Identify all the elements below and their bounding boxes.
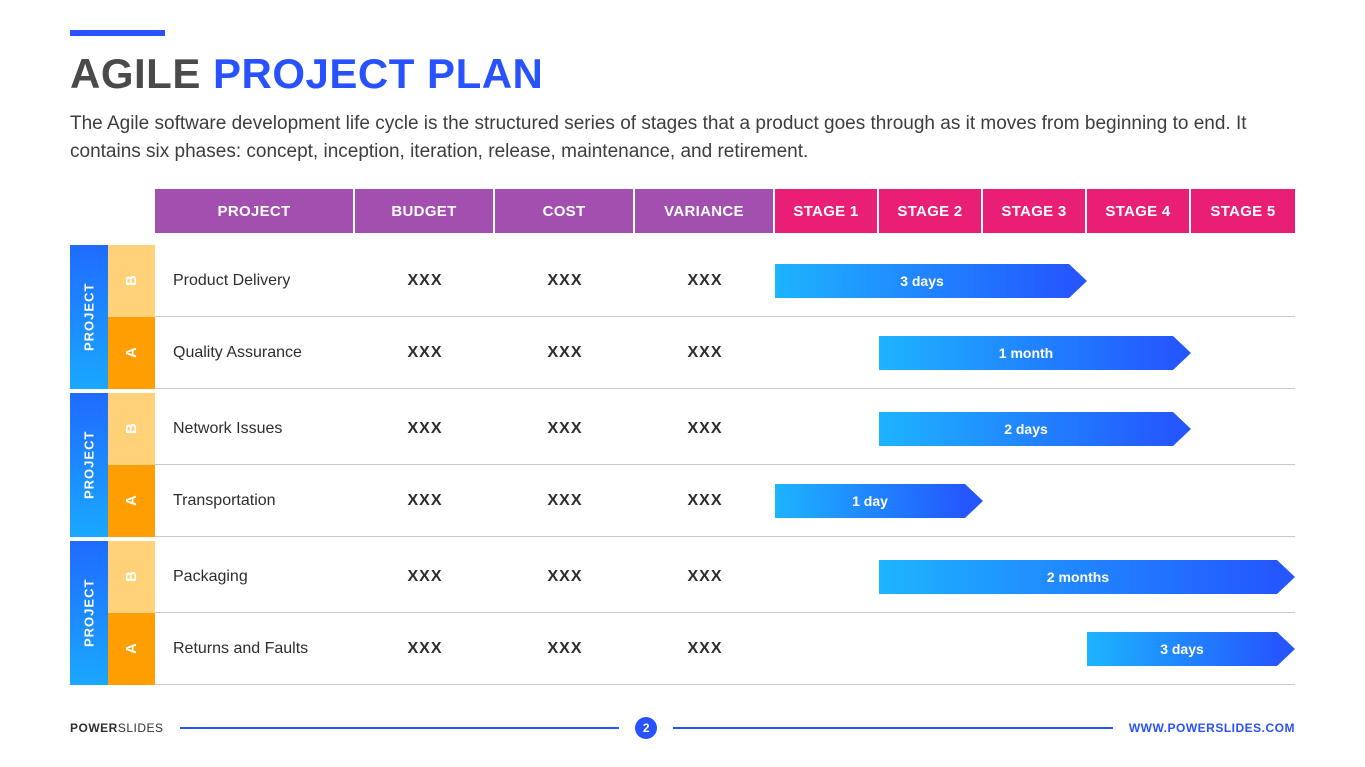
group-tab: PROJECT (70, 393, 108, 537)
gantt-bar: 1 month (879, 336, 1173, 370)
cell-cost: XXX (495, 420, 635, 438)
table-row: PackagingXXXXXXXXX2 months (155, 541, 1295, 613)
gantt-bar: 2 days (879, 412, 1173, 446)
project-group: PROJECTBAProduct DeliveryXXXXXXXXX3 days… (70, 245, 1295, 389)
cell-variance: XXX (635, 272, 775, 290)
gantt-bar: 1 day (775, 484, 965, 518)
cell-cost: XXX (495, 272, 635, 290)
group-tab: PROJECT (70, 541, 108, 685)
footer-line-right (673, 727, 1113, 729)
col-stage-4: STAGE 4 (1087, 189, 1191, 233)
cell-cost: XXX (495, 640, 635, 658)
gantt-cell: 2 months (775, 541, 1295, 612)
cell-cost: XXX (495, 344, 635, 362)
cell-variance: XXX (635, 640, 775, 658)
gantt-cell: 3 days (775, 613, 1295, 684)
cell-project-name: Product Delivery (155, 272, 355, 290)
cell-project-name: Returns and Faults (155, 640, 355, 658)
group-tab: PROJECT (70, 245, 108, 389)
footer-brand: POWERSLIDES (70, 721, 164, 735)
header-row: PROJECT BUDGET COST VARIANCE STAGE 1 STA… (70, 189, 1295, 233)
col-stage-5: STAGE 5 (1191, 189, 1295, 233)
group-rows: PackagingXXXXXXXXX2 monthsReturns and Fa… (155, 541, 1295, 685)
cell-cost: XXX (495, 492, 635, 510)
cell-project-name: Packaging (155, 568, 355, 586)
subtitle: The Agile software development life cycl… (70, 110, 1250, 165)
cell-project-name: Network Issues (155, 420, 355, 438)
footer: POWERSLIDES 2 WWW.POWERSLIDES.COM (70, 717, 1295, 739)
table-row: Network IssuesXXXXXXXXX2 days (155, 393, 1295, 465)
cell-budget: XXX (355, 420, 495, 438)
cell-project-name: Transportation (155, 492, 355, 510)
col-cost: COST (495, 189, 635, 233)
accent-bar (70, 30, 165, 36)
gantt-bar: 2 months (879, 560, 1277, 594)
cell-project-name: Quality Assurance (155, 344, 355, 362)
col-project: PROJECT (155, 189, 355, 233)
group-letters: BA (108, 245, 155, 389)
footer-line-left (180, 727, 620, 729)
project-group: PROJECTBAPackagingXXXXXXXXX2 monthsRetur… (70, 541, 1295, 685)
row-letter: A (108, 465, 155, 537)
col-stage-1: STAGE 1 (775, 189, 879, 233)
cell-variance: XXX (635, 344, 775, 362)
header-spacer (70, 189, 155, 233)
cell-cost: XXX (495, 568, 635, 586)
gantt-cell: 1 month (775, 317, 1295, 388)
gantt-bar: 3 days (775, 264, 1069, 298)
cell-variance: XXX (635, 420, 775, 438)
group-rows: Product DeliveryXXXXXXXXX3 daysQuality A… (155, 245, 1295, 389)
cell-budget: XXX (355, 568, 495, 586)
col-stage-2: STAGE 2 (879, 189, 983, 233)
row-letter: B (108, 393, 155, 465)
group-rows: Network IssuesXXXXXXXXX2 daysTransportat… (155, 393, 1295, 537)
cell-budget: XXX (355, 640, 495, 658)
footer-url: WWW.POWERSLIDES.COM (1129, 721, 1295, 735)
footer-brand-light: SLIDES (118, 721, 164, 735)
gantt-cell: 2 days (775, 393, 1295, 464)
gantt-cell: 3 days (775, 245, 1295, 316)
page-title: AGILE PROJECT PLAN (70, 50, 1295, 98)
cell-budget: XXX (355, 492, 495, 510)
group-letters: BA (108, 393, 155, 537)
gantt-bar: 3 days (1087, 632, 1277, 666)
cell-variance: XXX (635, 492, 775, 510)
col-budget: BUDGET (355, 189, 495, 233)
project-plan-table: PROJECT BUDGET COST VARIANCE STAGE 1 STA… (70, 189, 1295, 685)
title-part-1: AGILE (70, 50, 201, 97)
cell-budget: XXX (355, 344, 495, 362)
footer-page: 2 (635, 717, 657, 739)
row-letter: A (108, 613, 155, 685)
col-variance: VARIANCE (635, 189, 775, 233)
table-row: TransportationXXXXXXXXX1 day (155, 465, 1295, 537)
cell-variance: XXX (635, 568, 775, 586)
row-letter: B (108, 245, 155, 317)
cell-budget: XXX (355, 272, 495, 290)
group-letters: BA (108, 541, 155, 685)
row-letter: A (108, 317, 155, 389)
table-row: Returns and FaultsXXXXXXXXX3 days (155, 613, 1295, 685)
col-stage-3: STAGE 3 (983, 189, 1087, 233)
table-row: Product DeliveryXXXXXXXXX3 days (155, 245, 1295, 317)
row-letter: B (108, 541, 155, 613)
gantt-cell: 1 day (775, 465, 1295, 536)
project-group: PROJECTBANetwork IssuesXXXXXXXXX2 daysTr… (70, 393, 1295, 537)
title-part-2: PROJECT PLAN (213, 50, 543, 97)
footer-brand-bold: POWER (70, 721, 118, 735)
groups-container: PROJECTBAProduct DeliveryXXXXXXXXX3 days… (70, 245, 1295, 685)
table-row: Quality AssuranceXXXXXXXXX1 month (155, 317, 1295, 389)
